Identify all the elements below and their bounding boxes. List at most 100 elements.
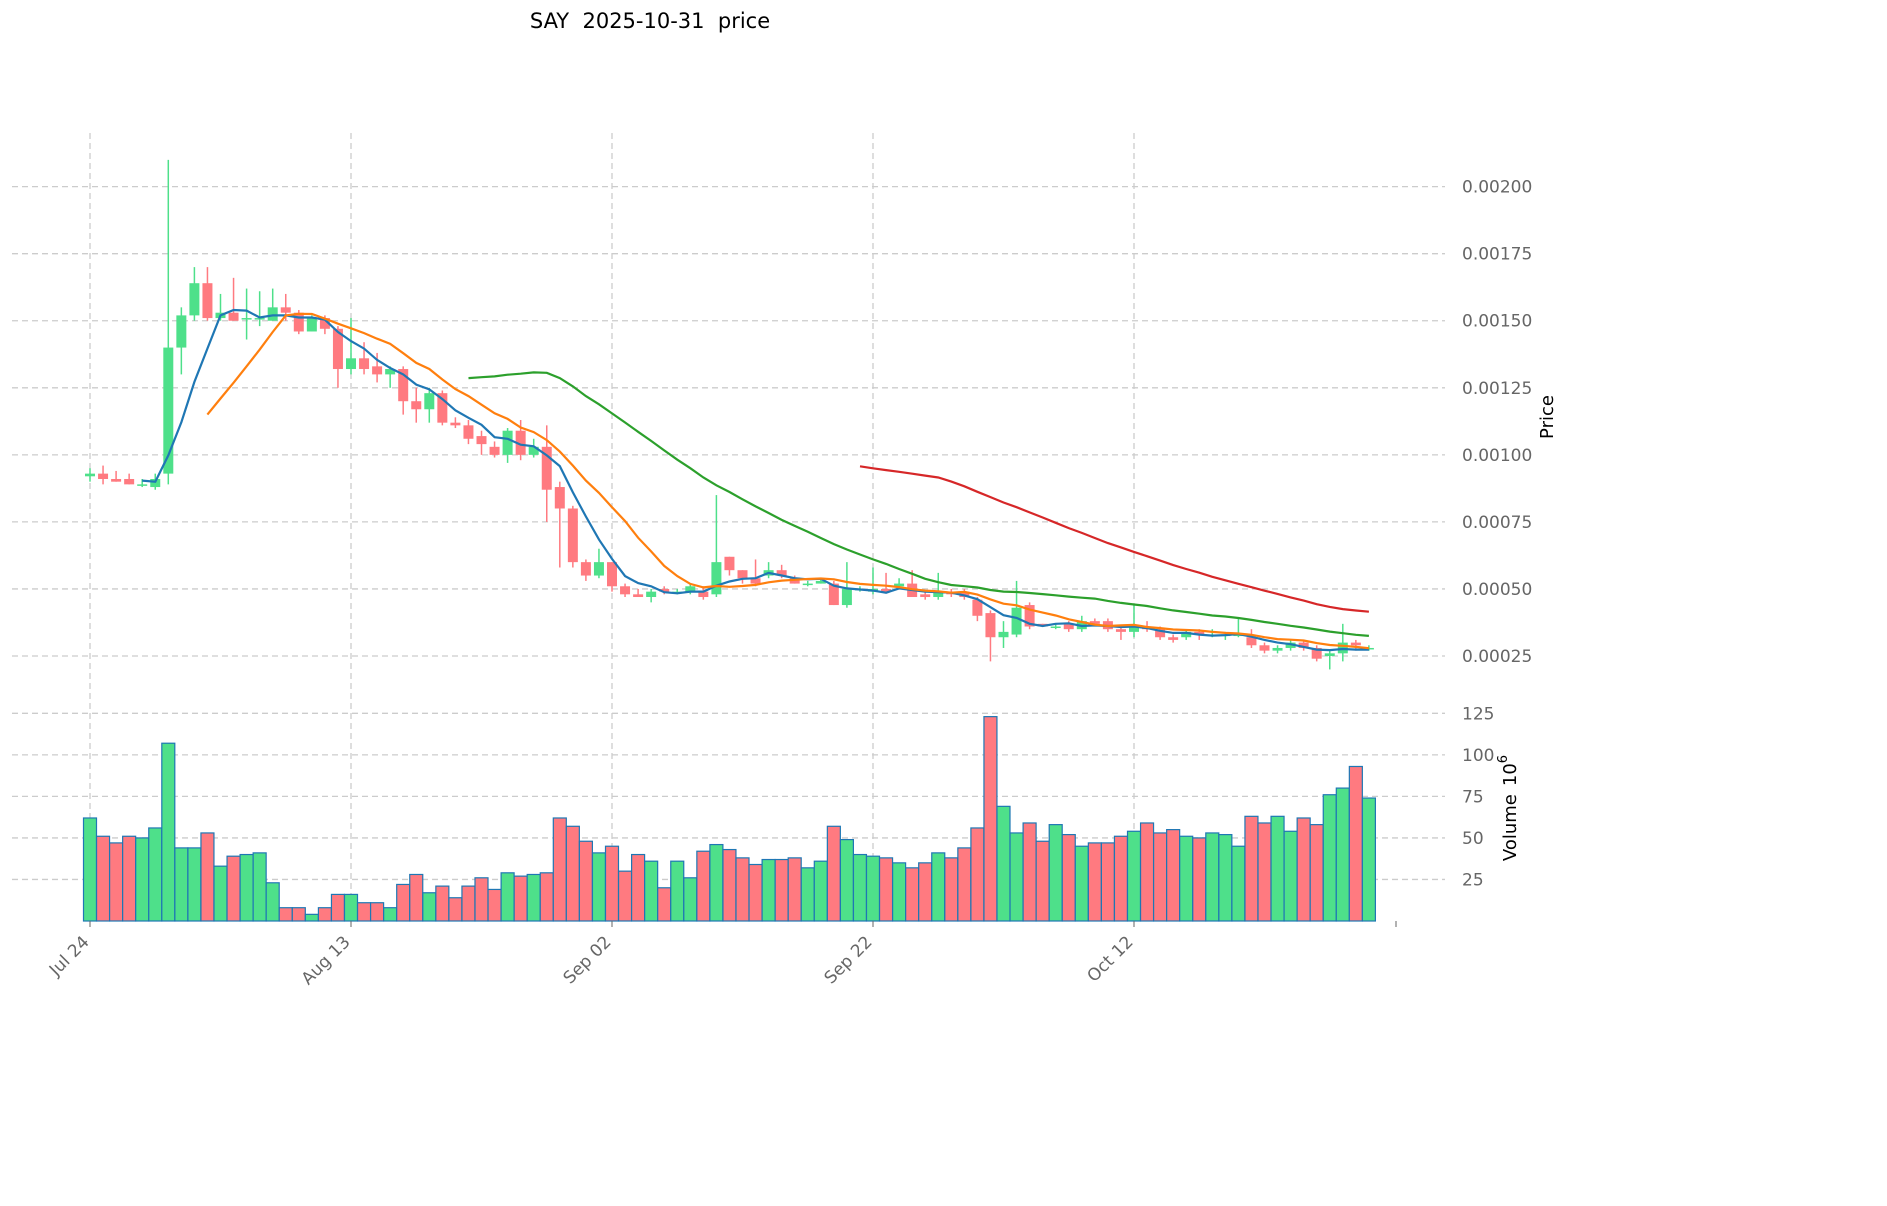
candle-down xyxy=(111,478,122,482)
volume-bar xyxy=(252,852,267,922)
volume-bar xyxy=(578,840,594,922)
volume-bar xyxy=(1074,845,1089,922)
candle-up xyxy=(502,430,513,455)
volume-bar xyxy=(670,860,685,922)
moving-average-10-line xyxy=(206,312,1370,650)
volume-bar xyxy=(435,885,450,922)
volume-bar xyxy=(278,907,293,922)
volume-bar xyxy=(1361,797,1377,922)
volume-bar xyxy=(396,883,411,922)
candle-up xyxy=(254,318,265,320)
candle-down xyxy=(1024,605,1035,627)
price-tick-label: 0.00050 xyxy=(1462,580,1532,600)
candle-up xyxy=(346,358,356,370)
candle-down xyxy=(372,366,383,375)
candle-down xyxy=(228,312,239,321)
volume-bar xyxy=(761,858,776,922)
candle-down xyxy=(737,570,748,579)
candle-up xyxy=(685,586,696,592)
volume-bar xyxy=(1087,842,1102,922)
candle-down xyxy=(450,422,461,426)
candle-up xyxy=(176,315,187,348)
volume-bar xyxy=(1257,822,1272,922)
volume-bar xyxy=(970,827,985,922)
volume-bar xyxy=(1322,794,1337,922)
candle-down xyxy=(515,430,526,455)
volume-axis-exponent: 6 xyxy=(1496,755,1511,763)
volume-bar xyxy=(148,827,163,922)
volume-bar xyxy=(343,893,359,922)
volume-tick-label: 100 xyxy=(1462,746,1494,766)
volume-bar xyxy=(526,873,541,922)
volume-bar xyxy=(213,865,228,922)
volume-bar xyxy=(630,853,646,922)
candle-down xyxy=(580,562,591,576)
volume-bar xyxy=(1035,840,1050,922)
volume-bar xyxy=(487,888,502,922)
volume-bar xyxy=(709,843,724,922)
volume-bar xyxy=(696,850,711,922)
volume-bar xyxy=(1309,824,1324,922)
volume-bar xyxy=(356,902,372,922)
price-tick-label: 0.00200 xyxy=(1462,178,1532,198)
volume-bar xyxy=(1152,832,1168,922)
candle-up xyxy=(1324,653,1335,657)
moving-average-30-line xyxy=(468,371,1369,637)
volume-bar xyxy=(865,855,881,922)
volume-tick-label: 75 xyxy=(1462,787,1484,807)
candle-down xyxy=(828,583,839,606)
candle-down xyxy=(398,369,409,402)
candle-down xyxy=(1063,623,1074,630)
volume-bar xyxy=(996,805,1011,922)
date-tick-label: Sep 02 xyxy=(560,932,616,988)
volume-bar xyxy=(1009,832,1024,922)
candle-down xyxy=(319,318,330,329)
volume-bar xyxy=(135,837,150,922)
candle-up xyxy=(646,591,657,598)
volume-bar xyxy=(931,852,946,922)
volume-bar xyxy=(1166,829,1181,922)
volume-bar xyxy=(1061,833,1076,922)
candle-up xyxy=(1272,647,1283,651)
volume-bar xyxy=(513,875,528,922)
candle-down xyxy=(985,613,996,638)
moving-average-5-line xyxy=(142,308,1369,652)
price-tick-label: 0.00025 xyxy=(1462,647,1532,667)
volume-bar xyxy=(657,887,672,922)
candle-down xyxy=(1194,631,1205,635)
candle-down xyxy=(476,436,487,445)
candle-down xyxy=(607,562,617,587)
volume-bar xyxy=(1100,842,1116,922)
candle-down xyxy=(124,478,135,485)
candle-up xyxy=(528,446,539,455)
candle-down xyxy=(920,594,931,598)
volume-axis-label-base: 10 xyxy=(1500,763,1521,786)
candle-down xyxy=(1155,629,1166,638)
volume-axis-label: Volume 106 xyxy=(1496,755,1521,861)
volume-bar xyxy=(826,825,841,922)
volume-bar xyxy=(474,877,489,922)
volume-bar xyxy=(813,860,828,922)
candle-down xyxy=(620,586,631,595)
candle-down xyxy=(463,425,474,439)
candle-down xyxy=(972,599,983,616)
volume-bar xyxy=(461,885,476,922)
volume-bar xyxy=(957,847,972,922)
volume-bar xyxy=(722,848,737,922)
volume-bar xyxy=(200,832,215,922)
candle-up xyxy=(1050,626,1061,629)
volume-bar xyxy=(1179,835,1194,922)
volume-bar xyxy=(370,902,385,922)
candle-up xyxy=(1181,631,1192,638)
candle-down xyxy=(280,307,291,313)
volume-bar xyxy=(317,907,332,922)
candle-down xyxy=(633,594,644,598)
candle-down xyxy=(724,556,735,571)
volume-bar xyxy=(122,835,137,922)
volume-bar xyxy=(565,825,580,922)
candle-down xyxy=(776,570,787,576)
volume-bar xyxy=(1022,822,1037,922)
moving-average-60-line xyxy=(859,465,1370,613)
volume-bar xyxy=(1270,815,1285,922)
